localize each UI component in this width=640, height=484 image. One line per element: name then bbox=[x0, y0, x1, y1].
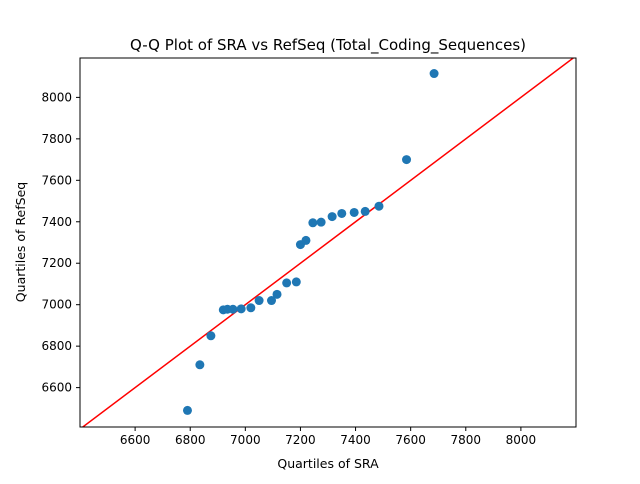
y-tick-label: 7200 bbox=[41, 256, 72, 270]
x-tick-label: 7200 bbox=[285, 433, 316, 447]
y-tick-label: 6600 bbox=[41, 381, 72, 395]
x-axis-ticks: 6600 6800 7000 7200 7400 7600 7800 8000 bbox=[120, 427, 536, 447]
y-tick-label: 7000 bbox=[41, 298, 72, 312]
y-axis-ticks: 6600 6800 7000 7200 7400 7600 7800 8000 bbox=[41, 90, 80, 395]
data-point bbox=[301, 235, 311, 245]
chart-title: Q-Q Plot of SRA vs RefSeq (Total_Coding_… bbox=[130, 36, 526, 55]
data-point bbox=[429, 69, 439, 79]
x-tick-label: 7000 bbox=[230, 433, 261, 447]
data-point bbox=[316, 217, 326, 227]
data-point bbox=[308, 218, 318, 228]
data-points-layer bbox=[182, 69, 439, 415]
data-point bbox=[272, 289, 282, 299]
data-point bbox=[349, 207, 359, 217]
y-tick-label: 7800 bbox=[41, 132, 72, 146]
data-point bbox=[195, 360, 205, 370]
x-tick-label: 6600 bbox=[120, 433, 151, 447]
data-point bbox=[206, 331, 216, 341]
data-point bbox=[267, 296, 277, 306]
data-point bbox=[374, 201, 384, 211]
data-point bbox=[236, 304, 246, 314]
y-tick-label: 7400 bbox=[41, 215, 72, 229]
plot-frame bbox=[79, 57, 577, 428]
x-tick-label: 7600 bbox=[395, 433, 426, 447]
data-point bbox=[282, 278, 292, 288]
x-tick-label: 6800 bbox=[175, 433, 206, 447]
data-point bbox=[327, 212, 337, 222]
y-tick-label: 8000 bbox=[41, 90, 72, 104]
y-tick-label: 6800 bbox=[41, 339, 72, 353]
reference-line-layer bbox=[81, 58, 575, 427]
data-point bbox=[182, 405, 192, 415]
data-point bbox=[360, 206, 370, 216]
data-point bbox=[337, 208, 347, 218]
data-point bbox=[402, 155, 412, 165]
data-point bbox=[254, 296, 264, 306]
x-tick-label: 8000 bbox=[506, 433, 537, 447]
reference-line bbox=[81, 58, 575, 427]
x-axis-label: Quartiles of SRA bbox=[277, 456, 379, 471]
data-point bbox=[291, 277, 301, 287]
x-tick-label: 7800 bbox=[451, 433, 482, 447]
y-tick-label: 7600 bbox=[41, 173, 72, 187]
y-axis-label: Quartiles of RefSeq bbox=[13, 182, 28, 302]
data-point bbox=[228, 304, 238, 314]
x-tick-label: 7400 bbox=[340, 433, 371, 447]
data-point bbox=[246, 303, 256, 313]
